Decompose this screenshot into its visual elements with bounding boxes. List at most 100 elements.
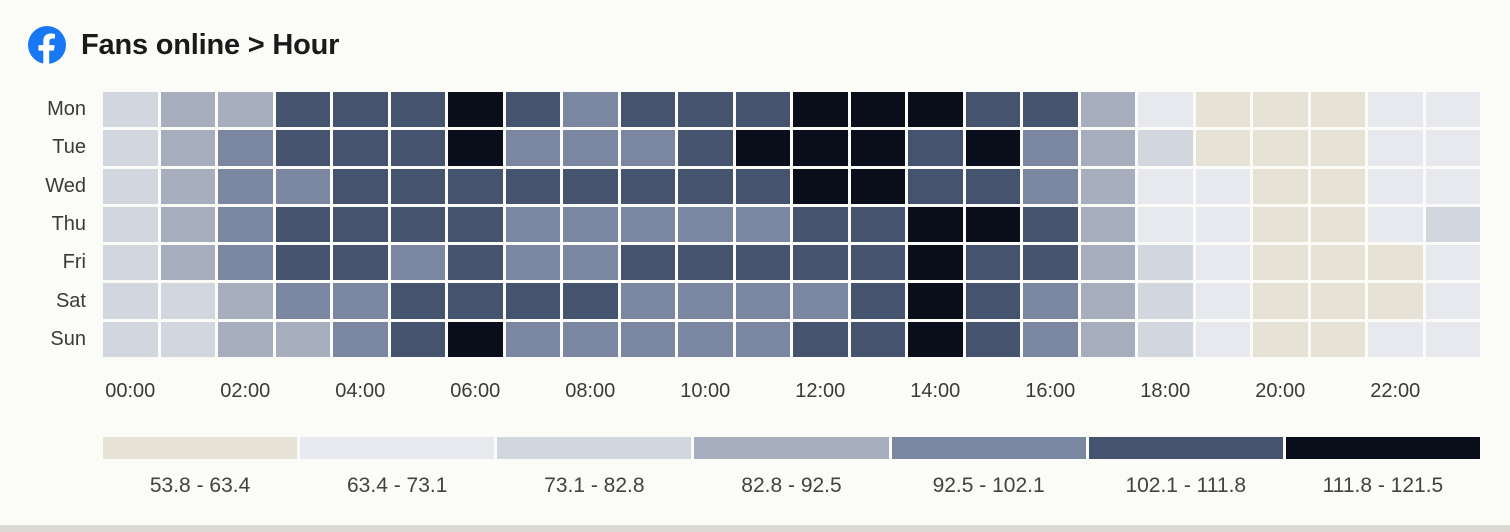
x-axis-label: 22:00 (1370, 379, 1421, 402)
heatmap-cell (1310, 168, 1365, 204)
heatmap-cell (390, 130, 445, 166)
heatmap-cell (333, 92, 388, 128)
y-axis-label: Sun (50, 327, 86, 350)
heatmap-cell (390, 321, 445, 357)
heatmap-cell (333, 283, 388, 319)
heatmap-cell (735, 321, 790, 357)
heatmap-cell (390, 168, 445, 204)
heatmap-cell (390, 283, 445, 319)
heatmap-cell (1253, 245, 1308, 281)
legend-swatch (1088, 437, 1283, 459)
heatmap-cell (218, 130, 273, 166)
legend-swatch (300, 437, 495, 459)
heatmap-cell (1080, 168, 1135, 204)
heatmap-cell (333, 245, 388, 281)
heatmap-cell (563, 168, 618, 204)
heatmap-cell (448, 92, 503, 128)
legend-label: 111.8 - 121.5 (1322, 474, 1444, 497)
heatmap-cell (160, 321, 215, 357)
x-axis-label: 08:00 (565, 379, 616, 402)
heatmap-cell (448, 130, 503, 166)
heatmap-cell (1310, 92, 1365, 128)
heatmap-cell (793, 92, 848, 128)
heatmap-cell (735, 206, 790, 243)
heatmap-cell (103, 245, 158, 281)
y-axis-label: Thu (51, 212, 86, 235)
heatmap-cell (1310, 206, 1365, 243)
y-axis-label: Tue (52, 136, 86, 159)
heatmap-cell (1138, 206, 1193, 243)
heatmap-cell (505, 245, 560, 281)
heatmap-cell (1425, 283, 1480, 319)
heatmap-cell (735, 130, 790, 166)
heatmap-cell (965, 321, 1020, 357)
x-axis-label: 04:00 (335, 379, 386, 402)
heatmap-cell (1310, 130, 1365, 166)
heatmap-cell (103, 321, 158, 357)
heatmap-cell (505, 206, 560, 243)
heatmap-cell (1080, 245, 1135, 281)
x-axis-label: 02:00 (220, 379, 271, 402)
heatmap-cell (448, 206, 503, 243)
heatmap-cell (620, 130, 675, 166)
heatmap-cell (965, 245, 1020, 281)
heatmap-cell (965, 130, 1020, 166)
heatmap-cell (563, 283, 618, 319)
heatmap-cell (850, 92, 905, 128)
heatmap-cell (275, 92, 330, 128)
heatmap-cell (908, 130, 963, 166)
heatmap-cell (850, 283, 905, 319)
heatmap-cell (620, 206, 675, 243)
heatmap-cell (275, 283, 330, 319)
heatmap-cell (793, 130, 848, 166)
heatmap-cell (678, 283, 733, 319)
heatmap-cell (505, 168, 560, 204)
heatmap-cell (218, 245, 273, 281)
heatmap-cell (160, 168, 215, 204)
heatmap-cell (678, 245, 733, 281)
heatmap-cell (908, 321, 963, 357)
heatmap-cell (1425, 92, 1480, 128)
heatmap-cell (1310, 321, 1365, 357)
legend-swatch (497, 437, 692, 459)
heatmap-cell (793, 283, 848, 319)
heatmap-cell (1195, 168, 1250, 204)
heatmap-cell (1253, 283, 1308, 319)
heatmap-cell (1195, 130, 1250, 166)
heatmap-cell (793, 168, 848, 204)
heatmap-cell (333, 321, 388, 357)
heatmap-cell (218, 206, 273, 243)
heatmap-cell (1080, 283, 1135, 319)
x-axis-label: 00:00 (105, 379, 156, 402)
heatmap-cell (850, 168, 905, 204)
x-axis-label: 10:00 (680, 379, 731, 402)
heatmap-cell (965, 206, 1020, 243)
heatmap-cell (1080, 130, 1135, 166)
heatmap-cell (1368, 130, 1423, 166)
heatmap-cell (218, 283, 273, 319)
heatmap-cell (1080, 92, 1135, 128)
heatmap-cell (678, 168, 733, 204)
legend-swatch (1285, 437, 1480, 459)
heatmap-cell (735, 245, 790, 281)
heatmap-cell (563, 206, 618, 243)
heatmap-cell (1023, 92, 1078, 128)
heatmap-cell (620, 283, 675, 319)
heatmap-cell (1023, 168, 1078, 204)
heatmap-cell (333, 130, 388, 166)
heatmap-cell (448, 321, 503, 357)
heatmap-cell (390, 245, 445, 281)
x-axis-label: 14:00 (910, 379, 961, 402)
heatmap-cell (1138, 283, 1193, 319)
heatmap-cell (908, 283, 963, 319)
heatmap-cell (1195, 245, 1250, 281)
heatmap-cell (793, 321, 848, 357)
x-axis-label: 20:00 (1255, 379, 1306, 402)
heatmap-cell (1195, 321, 1250, 357)
heatmap-cell (103, 92, 158, 128)
y-axis-label: Mon (47, 98, 86, 121)
heatmap-cell (1425, 321, 1480, 357)
widget-header: Fans online > Hour (0, 0, 1510, 65)
heatmap-cell (678, 92, 733, 128)
